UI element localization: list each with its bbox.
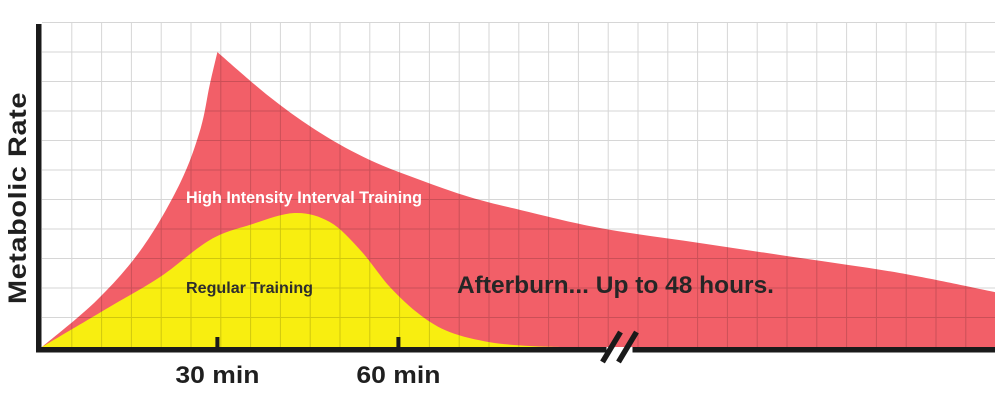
afterburn-annotation: Afterburn... Up to 48 hours. bbox=[457, 272, 774, 299]
x-tick-1 bbox=[396, 337, 401, 352]
axis-break-slash-1 bbox=[600, 330, 623, 364]
regular-series-label: Regular Training bbox=[186, 280, 313, 297]
axis-break-slash-2 bbox=[616, 330, 639, 364]
hiit-series-label: High Intensity Interval Training bbox=[186, 189, 422, 207]
x-axis-left-segment bbox=[36, 347, 607, 353]
x-axis-right-segment bbox=[632, 347, 995, 353]
y-axis-label: Metabolic Rate bbox=[4, 92, 32, 304]
regular-training-area bbox=[42, 212, 561, 347]
y-axis bbox=[36, 24, 42, 353]
x-tick-label-1: 60 min bbox=[356, 362, 440, 389]
x-tick-label-0: 30 min bbox=[175, 362, 259, 389]
grid-lines bbox=[42, 22, 995, 347]
x-tick-0 bbox=[215, 337, 220, 352]
axis-break-icon bbox=[600, 330, 639, 364]
